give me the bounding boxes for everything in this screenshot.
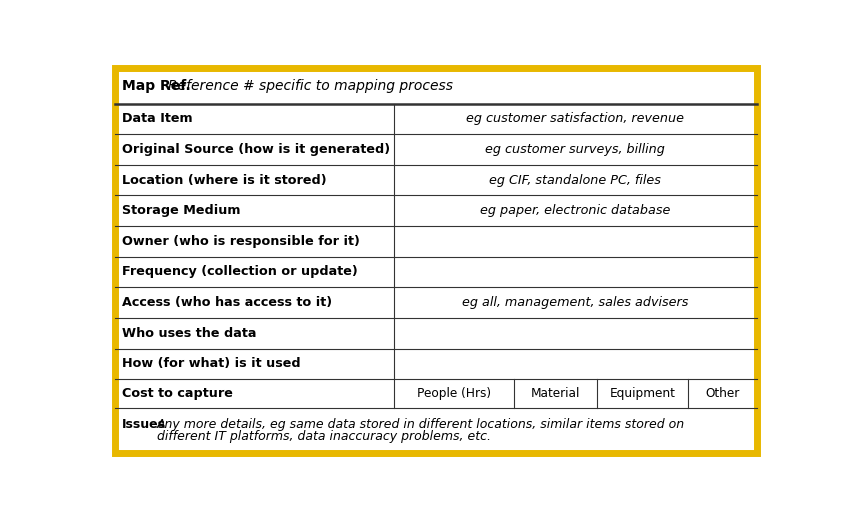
Text: Issues: Issues: [122, 418, 167, 431]
Text: eg customer satisfaction, revenue: eg customer satisfaction, revenue: [467, 112, 684, 125]
Text: eg all, management, sales advisers: eg all, management, sales advisers: [462, 296, 688, 309]
Text: How (for what) is it used: How (for what) is it used: [122, 358, 301, 370]
Text: Equipment: Equipment: [609, 388, 676, 400]
Text: Storage Medium: Storage Medium: [122, 204, 241, 217]
Text: Access (who has access to it): Access (who has access to it): [122, 296, 332, 309]
Text: different IT platforms, data inaccuracy problems, etc.: different IT platforms, data inaccuracy …: [157, 430, 491, 443]
Text: Owner (who is responsible for it): Owner (who is responsible for it): [122, 235, 360, 248]
Text: Original Source (how is it generated): Original Source (how is it generated): [122, 143, 390, 156]
Text: Other: Other: [706, 388, 740, 400]
Text: Frequency (collection or update): Frequency (collection or update): [122, 265, 358, 279]
Text: People (Hrs): People (Hrs): [416, 388, 490, 400]
Text: Data Item: Data Item: [122, 112, 193, 125]
Text: eg CIF, standalone PC, files: eg CIF, standalone PC, files: [490, 173, 661, 187]
Text: Cost to capture: Cost to capture: [122, 388, 233, 400]
Text: Material: Material: [530, 388, 580, 400]
Text: eg customer surveys, billing: eg customer surveys, billing: [485, 143, 666, 156]
Text: Location (where is it stored): Location (where is it stored): [122, 173, 327, 187]
Text: Any more details, eg same data stored in different locations, similar items stor: Any more details, eg same data stored in…: [157, 418, 685, 431]
Text: Reference # specific to mapping process: Reference # specific to mapping process: [168, 79, 453, 93]
Text: Map Ref.: Map Ref.: [122, 79, 191, 93]
Text: eg paper, electronic database: eg paper, electronic database: [480, 204, 671, 217]
Text: Who uses the data: Who uses the data: [122, 327, 257, 340]
